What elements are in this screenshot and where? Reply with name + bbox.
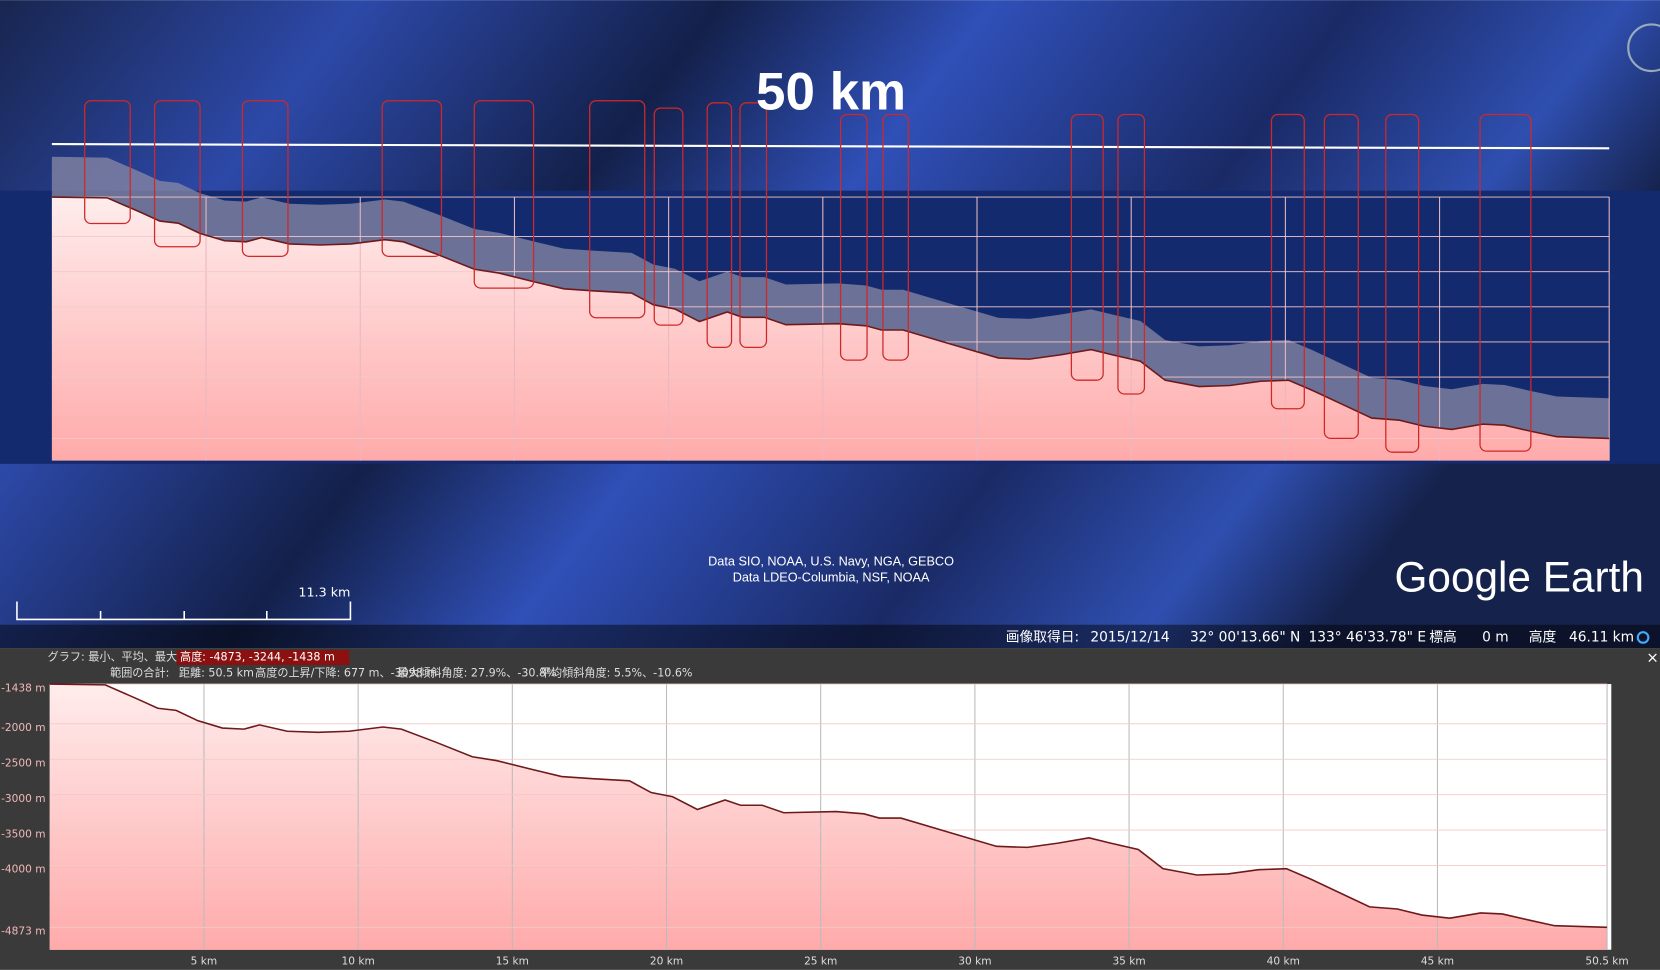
alt: 46.11 km bbox=[1569, 629, 1634, 645]
profile-line bbox=[51, 196, 1610, 440]
y-tick-label: -3500 m bbox=[1, 828, 45, 840]
close-button[interactable]: × bbox=[1646, 650, 1658, 667]
x-tick-label: 10 km bbox=[342, 955, 375, 967]
x-tick-label: 20 km bbox=[650, 955, 683, 967]
stats: グラフ: 最小、平均、最大 高度: -4873, -3244, -1438 m … bbox=[48, 650, 1659, 680]
lower-profile: 5 km 10 km 15 km 20 km 25 km 30 km 35 km 40 km 4… bbox=[1, 682, 1629, 967]
area bbox=[49, 684, 1608, 950]
elevation-stats[interactable]: 高度: -4873, -3244, -1438 m bbox=[180, 650, 335, 664]
status-bar bbox=[0, 624, 1660, 649]
date: 2015/12/14 bbox=[1090, 629, 1169, 645]
y-tick-label: -2000 m bbox=[1, 722, 45, 734]
x-tick-label: 40 km bbox=[1267, 955, 1300, 967]
logo: Google Earth bbox=[1394, 553, 1643, 600]
distance: 距離: 50.5 km bbox=[179, 665, 254, 679]
attribution: Data LDEO-Columbia, NSF, NOAA bbox=[733, 571, 930, 585]
profile-line bbox=[49, 683, 1608, 929]
x-tick-label: 35 km bbox=[1112, 955, 1145, 967]
y-tick-label: -4000 m bbox=[1, 864, 45, 876]
latitude: 32° 00'13.66" N bbox=[1190, 629, 1300, 645]
navigation-control[interactable] bbox=[1627, 23, 1660, 73]
area bbox=[51, 197, 1610, 461]
scale-bar bbox=[16, 601, 352, 621]
y-tick-label: -2500 m bbox=[1, 757, 45, 769]
date-label: 画像取得日: bbox=[1006, 628, 1079, 645]
range-label: 範囲の合計: bbox=[110, 665, 169, 679]
longitude: 133° 46'33.78" E bbox=[1309, 629, 1427, 645]
gain-loss: 高度の上昇/下降: 677 m、-3098 m bbox=[255, 665, 437, 679]
max-slope: 最大傾斜角度: 27.9%、-30.8% bbox=[397, 665, 557, 679]
alt-label: 高度 bbox=[1529, 628, 1557, 645]
avg-slope: 平均傾斜角度: 5.5%、-10.6% bbox=[540, 665, 693, 679]
x-tick-label: 15 km bbox=[496, 955, 529, 967]
highlight-boxes bbox=[84, 100, 1532, 453]
y-tick-label: -1438 m bbox=[1, 682, 45, 694]
status-indicator bbox=[1636, 631, 1650, 644]
graph-label: グラフ: 最小、平均、最大 bbox=[48, 650, 177, 664]
status-text: 画像取得日: 2015/12/14 32° 00'13.66" N 133° 4… bbox=[1006, 628, 1634, 645]
y-tick-label: -3000 m bbox=[1, 793, 45, 805]
elevation-highlight bbox=[176, 650, 350, 665]
attribution: Data SIO, NOAA, U.S. Navy, NGA, GEBCO bbox=[708, 555, 954, 569]
x-tick-label: 30 km bbox=[958, 955, 991, 967]
scale-title: 50 km bbox=[756, 62, 906, 121]
elev-label: 標高 bbox=[1429, 628, 1457, 645]
x-tick-label: 45 km bbox=[1421, 955, 1454, 967]
y-tick-label: -4873 m bbox=[1, 926, 45, 938]
scale-bar-label: 11.3 km bbox=[298, 584, 350, 599]
x-tick-label: 5 km bbox=[191, 955, 218, 967]
scale-line bbox=[51, 143, 1610, 150]
elev: 0 m bbox=[1482, 629, 1509, 645]
x-tick-label: 50.5 km bbox=[1585, 955, 1628, 967]
x-tick-label: 25 km bbox=[804, 955, 837, 967]
